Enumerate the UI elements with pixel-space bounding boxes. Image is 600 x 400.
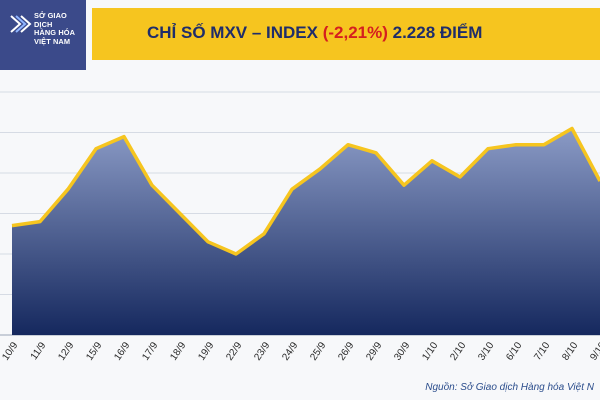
series-line	[11, 126, 600, 256]
title-bar: CHỈ SỐ MXV – INDEX (-2,21%) 2.228 ĐIỂM	[92, 8, 600, 60]
x-tick-label: 24/9	[280, 340, 300, 363]
logo-line-2: HÀNG HÓA	[34, 28, 76, 38]
title-suffix: 2.228 ĐIỂM	[387, 23, 483, 42]
title-prefix: CHỈ SỐ MXV – INDEX	[147, 23, 323, 42]
x-tick-label: 2/10	[448, 340, 468, 363]
logo-line-3: VIỆT NAM	[34, 36, 71, 46]
x-tick-label: 9/10	[588, 340, 600, 363]
line-layer	[11, 126, 600, 256]
x-tick-label: 1/10	[420, 340, 440, 363]
logo-panel: SỞ GIAO DỊCH HÀNG HÓA VIỆT NAM	[0, 0, 86, 70]
x-tick-label: 22/9	[224, 340, 244, 363]
area-fill	[12, 128, 600, 335]
x-tick-label: 26/9	[336, 340, 356, 363]
x-tick-label: 3/10	[476, 340, 496, 363]
logo-text: SỞ GIAO DỊCH HÀNG HÓA VIỆT NAM	[34, 11, 86, 46]
source-note: Nguồn: Sở Giao dịch Hàng hóa Việt N	[425, 382, 594, 393]
logo-line-1: SỞ GIAO DỊCH	[34, 11, 67, 29]
x-tick-label: 7/10	[532, 340, 552, 363]
x-tick-labels: 10/9 11/9 12/9 15/9 16/9 17/9 18/9 19/9 22/9 23/9…	[0, 340, 600, 363]
x-tick-label: 15/9	[84, 340, 104, 363]
header: SỞ GIAO DỊCH HÀNG HÓA VIỆT NAM CHỈ SỐ MX…	[0, 0, 600, 70]
x-tick-label: 8/10	[560, 340, 580, 363]
x-tick-label: 10/9	[0, 340, 20, 363]
x-tick-label: 25/9	[308, 340, 328, 363]
area-layer	[12, 128, 600, 335]
x-tick-label: 6/10	[504, 340, 524, 363]
x-tick-label: 16/9	[112, 340, 132, 363]
x-tick-label: 18/9	[168, 340, 188, 363]
x-tick-label: 11/9	[29, 340, 49, 362]
x-tick-label: 29/9	[364, 340, 384, 363]
chart-title: CHỈ SỐ MXV – INDEX (-2,21%) 2.228 ĐIỂM	[147, 23, 482, 43]
x-tick-label: 30/9	[392, 340, 412, 363]
x-tick-label: 17/9	[140, 340, 160, 363]
x-tick-label: 19/9	[196, 340, 216, 363]
mxv-logo-icon	[10, 15, 32, 33]
x-tick-label: 23/9	[252, 340, 272, 363]
title-change: (-2,21%)	[322, 23, 388, 42]
x-tick-label: 12/9	[56, 340, 76, 363]
